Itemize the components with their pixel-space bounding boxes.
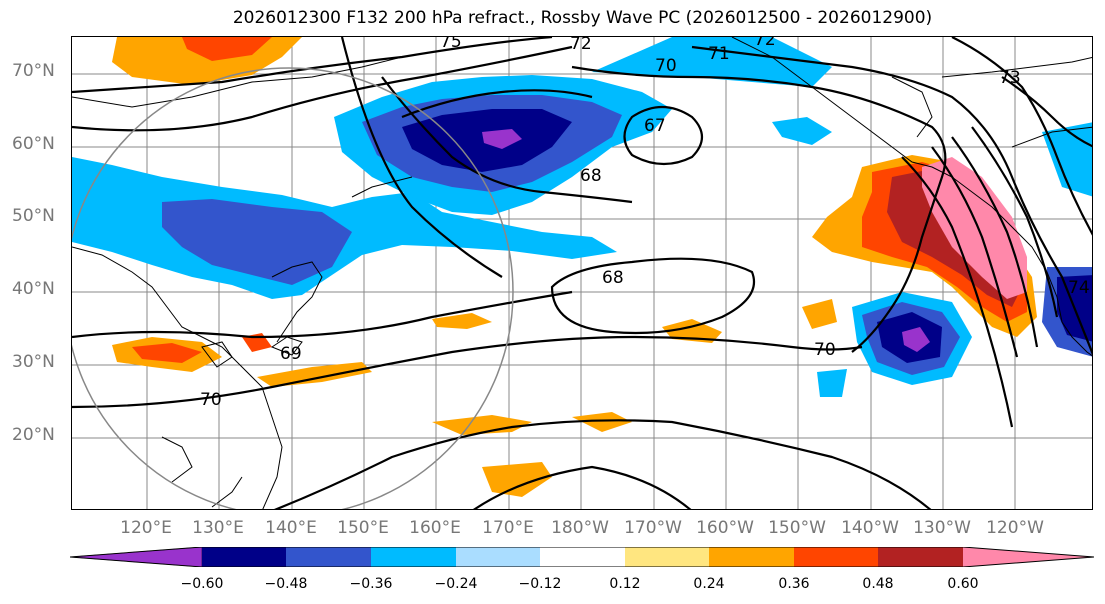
colorbar-cell <box>794 547 878 567</box>
lon-label: 150°W <box>768 518 826 538</box>
colorbar-tick-label: −0.36 <box>349 576 393 592</box>
colorbar-tick-label: −0.24 <box>434 576 478 592</box>
contour-label: 74 <box>1068 278 1090 298</box>
map-panel: 75 72 72 71 70 73 67 68 68 70 69 70 74 <box>71 36 1093 510</box>
colorbar-cell <box>456 547 540 567</box>
contour-label: 75 <box>440 37 462 52</box>
colorbar-cell <box>286 547 371 567</box>
colorbar-tick-label: 0.24 <box>693 576 725 592</box>
coastlines <box>72 37 1092 509</box>
contour-label: 70 <box>814 340 836 360</box>
colorbar-tick-label: −0.12 <box>518 576 562 592</box>
lon-label: 170°W <box>624 518 682 538</box>
contour-label-group: 75 72 72 71 70 73 67 68 68 70 69 70 74 <box>200 37 1090 410</box>
colorbar-tick-label: 0.60 <box>947 576 979 592</box>
contour-label: 71 <box>708 44 730 64</box>
lon-label: 140°E <box>265 518 317 538</box>
contour-label: 72 <box>570 37 592 54</box>
lat-label: 60°N <box>12 134 55 154</box>
colorbar <box>70 547 1094 567</box>
colorbar-cell <box>540 547 625 567</box>
lon-label: 160°E <box>409 518 461 538</box>
reference-circle <box>72 67 514 509</box>
contour-label: 67 <box>644 116 666 136</box>
lat-label: 70°N <box>12 61 55 81</box>
lon-label: 170°E <box>482 518 534 538</box>
lon-label: 150°E <box>337 518 389 538</box>
colorbar-cell <box>625 547 709 567</box>
contour-label: 68 <box>602 268 624 288</box>
colorbar-tick-label: −0.60 <box>180 576 224 592</box>
colorbar-cell <box>202 547 286 567</box>
height-contours <box>72 37 1092 509</box>
colorbar-tick-label: −0.48 <box>264 576 308 592</box>
map-canvas: 75 72 72 71 70 73 67 68 68 70 69 70 74 <box>72 37 1092 509</box>
colorbar-cell <box>371 547 456 567</box>
colorbar-tick-label: 0.48 <box>862 576 894 592</box>
lon-label: 120°E <box>120 518 172 538</box>
lon-label: 140°W <box>841 518 899 538</box>
contour-label: 69 <box>280 344 302 364</box>
lat-label: 20°N <box>12 425 55 445</box>
contour-label: 68 <box>580 166 602 186</box>
lon-label: 160°W <box>696 518 754 538</box>
lat-label: 30°N <box>12 352 55 372</box>
contour-label: 73 <box>999 68 1021 88</box>
lon-label: 180°W <box>551 518 609 538</box>
positive-anomaly-fields <box>112 37 1037 497</box>
lon-label: 130°E <box>192 518 244 538</box>
contour-label: 70 <box>655 56 677 76</box>
contour-label: 72 <box>754 37 776 50</box>
negative-anomaly-fields <box>72 37 1092 397</box>
lat-label: 40°N <box>12 279 55 299</box>
colorbar-tick-label: 0.36 <box>778 576 810 592</box>
colorbar-cell <box>709 547 794 567</box>
colorbar-extend-low <box>70 547 203 567</box>
contour-label: 70 <box>200 390 222 410</box>
lon-label: 120°W <box>986 518 1044 538</box>
colorbar-cell <box>878 547 963 567</box>
lon-label: 130°W <box>913 518 971 538</box>
colorbar-tick-label: 0.12 <box>609 576 641 592</box>
map-title: 2026012300 F132 200 hPa refract., Rossby… <box>232 8 933 28</box>
lat-label: 50°N <box>12 206 55 226</box>
colorbar-extend-high <box>963 547 1094 567</box>
